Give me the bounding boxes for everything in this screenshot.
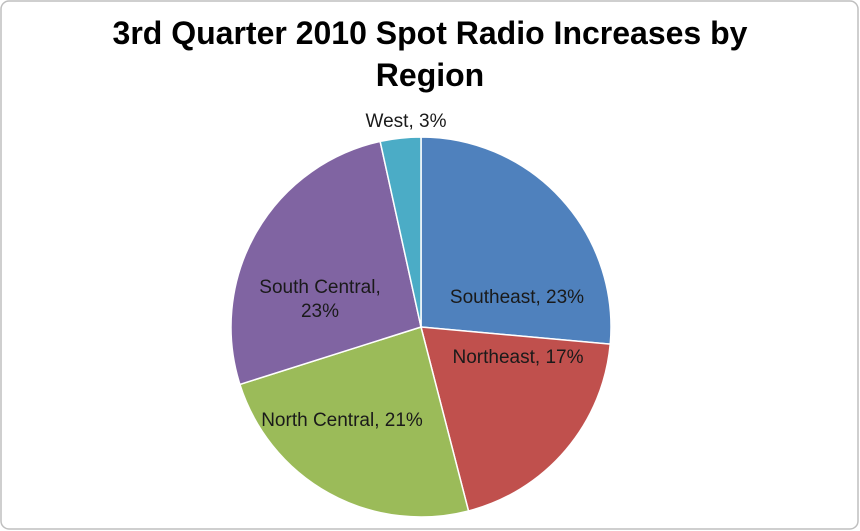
data-label: Southeast, 23%: [449, 287, 585, 308]
pie-slice: [230, 140, 422, 386]
pie-slice: [420, 326, 612, 512]
data-label: West, 3%: [365, 111, 447, 132]
pie-slice: [379, 136, 422, 328]
pie-slice: [238, 326, 470, 518]
pie-slice: [420, 136, 612, 345]
data-label: North Central, 21%: [261, 410, 423, 431]
chart-title: 3rd Quarter 2010 Spot Radio Increases by…: [112, 15, 748, 93]
data-label: Northeast, 17%: [452, 347, 584, 368]
data-label: South Central, 23%: [259, 277, 381, 322]
